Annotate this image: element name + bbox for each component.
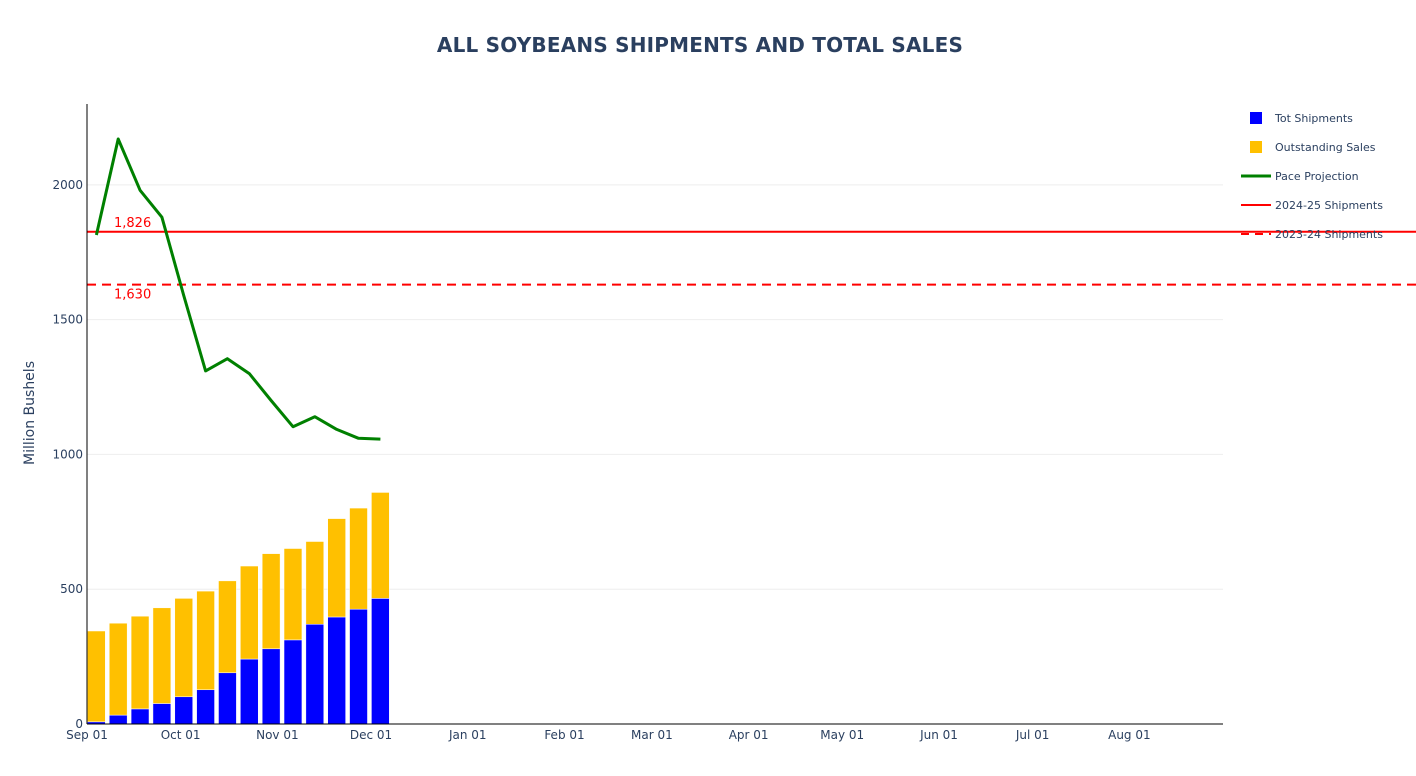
chart-title: ALL SOYBEANS SHIPMENTS AND TOTAL SALES xyxy=(436,33,964,57)
y-tick-label: 500 xyxy=(60,582,83,596)
tot-shipments-bar xyxy=(130,708,150,725)
annotations: 1,826 1,630 xyxy=(114,216,151,303)
outstanding-sales-bar xyxy=(196,590,215,691)
axes: 0 500 1000 1500 2000 Sep 01 Oct 01 Nov 01 Dec 01… xyxy=(52,104,1223,742)
bar-layer xyxy=(87,492,390,725)
outstanding-sales-bar xyxy=(109,622,128,716)
legend-item[interactable]: Tot Shipments xyxy=(1250,112,1353,125)
x-tick-label: Mar 01 xyxy=(631,728,673,742)
legend-label: 2024-25 Shipments xyxy=(1275,199,1383,212)
tot-shipments-bar xyxy=(327,616,346,725)
legend-label: Tot Shipments xyxy=(1274,112,1353,125)
tot-shipments-bar xyxy=(349,608,368,725)
tot-shipments-bar xyxy=(305,624,325,725)
gridlines xyxy=(87,184,1223,590)
outstanding-sales-bar xyxy=(327,518,346,618)
x-tick-label: Aug 01 xyxy=(1108,728,1151,742)
outstanding-sales-bar xyxy=(261,553,281,650)
x-tick-label: Nov 01 xyxy=(256,728,299,742)
pace-projection-line xyxy=(94,137,381,441)
pace-projection-layer xyxy=(94,137,381,441)
y-tick-label: 1500 xyxy=(52,313,83,327)
x-tick-label: Jun 01 xyxy=(919,728,958,742)
x-tick-label: Dec 01 xyxy=(350,728,392,742)
tot-shipments-bar xyxy=(174,696,193,725)
outstanding-sales-bar xyxy=(130,615,150,710)
tot-shipments-bar xyxy=(152,703,172,725)
outstanding-sales-bar xyxy=(371,492,390,599)
x-tick-label: Jul 01 xyxy=(1015,728,1050,742)
x-tick-label: Apr 01 xyxy=(729,728,769,742)
legend-label: Outstanding Sales xyxy=(1275,141,1376,154)
x-tick-label: Jan 01 xyxy=(448,728,487,742)
legend[interactable]: Tot Shipments Outstanding Sales Pace Proje… xyxy=(1241,112,1383,241)
outstanding-sales-bar xyxy=(87,630,106,723)
tot-shipments-bar xyxy=(109,714,128,725)
legend-swatch-icon xyxy=(1250,112,1262,124)
tot-shipments-bar xyxy=(240,658,259,725)
outstanding-sales-bar xyxy=(305,541,325,625)
legend-item[interactable]: Outstanding Sales xyxy=(1250,141,1376,154)
tot-shipments-bar xyxy=(196,689,215,725)
legend-item[interactable]: 2023-24 Shipments xyxy=(1241,228,1383,241)
x-tick-label: Sep 01 xyxy=(66,728,108,742)
outstanding-sales-bar xyxy=(152,607,172,704)
legend-label: 2023-24 Shipments xyxy=(1275,228,1383,241)
legend-item[interactable]: 2024-25 Shipments xyxy=(1241,199,1383,212)
reference-value-label: 1,630 xyxy=(114,288,151,303)
x-tick-label: Oct 01 xyxy=(161,728,201,742)
outstanding-sales-bar xyxy=(349,507,368,610)
outstanding-sales-bar xyxy=(218,580,237,674)
y-tick-label: 1000 xyxy=(52,447,83,461)
outstanding-sales-bar xyxy=(283,548,303,641)
tot-shipments-bar xyxy=(371,598,390,725)
outstanding-sales-bar xyxy=(174,598,193,698)
tot-shipments-bar xyxy=(218,672,237,725)
y-tick-label: 0 xyxy=(75,717,83,731)
reference-lines xyxy=(87,230,1416,286)
y-tick-label: 2000 xyxy=(52,178,83,192)
legend-swatch-icon xyxy=(1250,141,1262,153)
outstanding-sales-bar xyxy=(240,565,259,660)
x-tick-label: May 01 xyxy=(820,728,864,742)
tot-shipments-bar xyxy=(283,639,303,725)
legend-item[interactable]: Pace Projection xyxy=(1241,170,1359,183)
legend-label: Pace Projection xyxy=(1275,170,1359,183)
x-tick-label: Feb 01 xyxy=(544,728,584,742)
tot-shipments-bar xyxy=(261,648,281,725)
reference-value-label: 1,826 xyxy=(114,216,151,231)
